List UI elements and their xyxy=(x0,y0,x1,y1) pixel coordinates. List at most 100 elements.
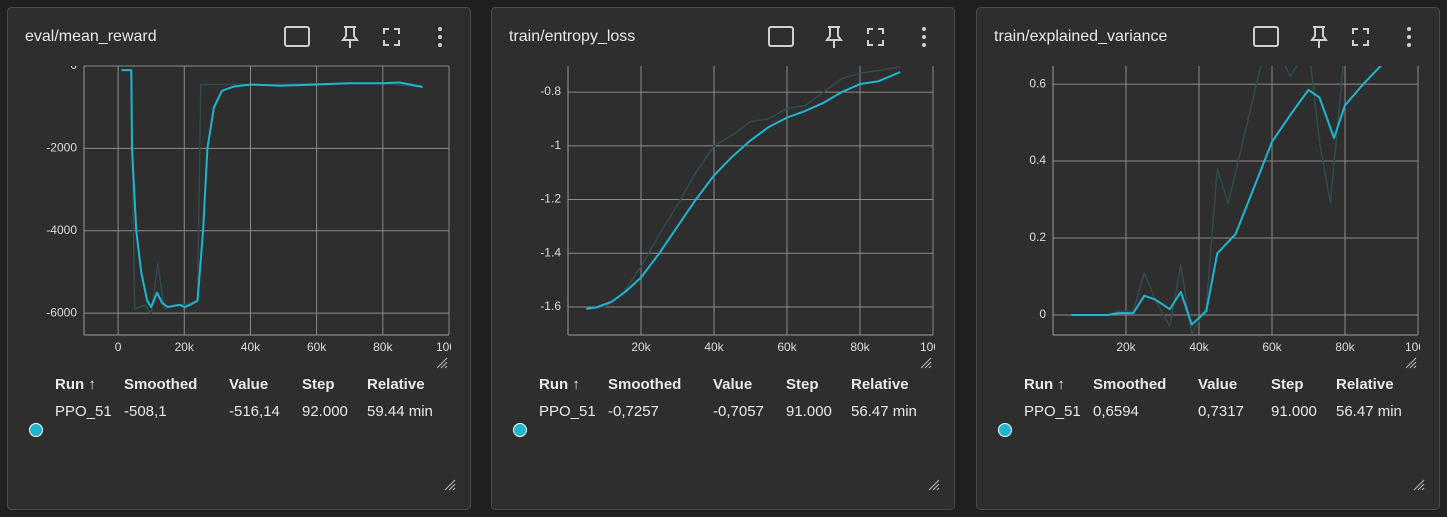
table-cell: 91.000 xyxy=(786,403,832,420)
menu-dot[interactable] xyxy=(1407,35,1411,39)
table-cell: 56.47 min xyxy=(851,403,917,420)
card-bg xyxy=(7,7,471,510)
run-color-dot xyxy=(513,423,527,437)
menu-dot[interactable] xyxy=(922,35,926,39)
resize-line xyxy=(1413,479,1425,491)
y-tick-label: 0 xyxy=(70,58,77,72)
resize-handle xyxy=(444,479,456,491)
x-tick-label: 80k xyxy=(1335,340,1355,354)
x-tick-label: 20k xyxy=(631,340,651,354)
pin-icon[interactable] xyxy=(825,26,843,48)
table-header: Relative xyxy=(851,376,909,393)
table-header: Value xyxy=(229,376,268,393)
menu-dot[interactable] xyxy=(438,35,442,39)
table-header: Step xyxy=(1271,376,1304,393)
run-color-dot xyxy=(29,423,43,437)
table-header: Value xyxy=(713,376,752,393)
menu-dot[interactable] xyxy=(438,43,442,47)
series-line xyxy=(586,71,901,310)
table-cell: PPO_51 xyxy=(1024,403,1081,420)
grid xyxy=(568,66,934,335)
table-cell: -0,7257 xyxy=(608,403,659,420)
table-header: Run ↑ xyxy=(1024,376,1065,393)
table-cell: 56.47 min xyxy=(1336,403,1402,420)
table-cell: -516,14 xyxy=(229,403,280,420)
table-header: Relative xyxy=(1336,376,1394,393)
table-cell: 0,6594 xyxy=(1093,403,1139,420)
menu-dot[interactable] xyxy=(438,27,442,31)
table-cell: 0,7317 xyxy=(1198,403,1244,420)
x-tick-label: 60k xyxy=(777,340,797,354)
table-header: Value xyxy=(1198,376,1237,393)
menu-dot[interactable] xyxy=(1407,43,1411,47)
series-line xyxy=(1071,66,1344,335)
fullscreen-icon[interactable] xyxy=(383,28,400,46)
table-cell: PPO_51 xyxy=(539,403,596,420)
table-cell: 59.44 min xyxy=(367,403,433,420)
resize-line xyxy=(932,483,940,491)
resize-line xyxy=(440,361,448,369)
x-tick-label: 80k xyxy=(373,340,393,354)
x-tick-label: 60k xyxy=(1262,340,1282,354)
fit-icon[interactable] xyxy=(284,26,310,47)
toolbar xyxy=(284,26,400,48)
y-tick-label: -4000 xyxy=(46,223,77,237)
grid xyxy=(84,65,450,335)
table-header: Step xyxy=(786,376,819,393)
resize-line xyxy=(920,357,932,369)
x-tick-label: 80k xyxy=(850,340,870,354)
fullscreen-icon[interactable] xyxy=(1352,28,1369,46)
card-bg xyxy=(976,7,1440,510)
y-tick-label: 0.2 xyxy=(1029,230,1046,244)
fit-icon[interactable] xyxy=(1253,26,1279,47)
y-tick-label: -1.4 xyxy=(540,245,561,259)
resize-line xyxy=(928,479,940,491)
x-tick-label: 60k xyxy=(307,340,327,354)
x-tick-label: 0 xyxy=(115,340,122,354)
x-tick-label: 40k xyxy=(241,340,261,354)
y-tick-label: -1 xyxy=(550,138,561,152)
x-tick-label: 20k xyxy=(1116,340,1136,354)
y-tick-label: 0.4 xyxy=(1029,153,1046,167)
y-tick-label: -2000 xyxy=(46,141,77,155)
y-tick-label: -6000 xyxy=(46,305,77,319)
x-tick-label: 100k xyxy=(1405,340,1432,354)
y-tick-label: -1.2 xyxy=(540,192,561,206)
chart-title: eval/mean_reward xyxy=(25,28,157,45)
menu-dot[interactable] xyxy=(922,43,926,47)
resize-handle xyxy=(928,479,940,491)
resize-line xyxy=(1405,357,1417,369)
resize-handle xyxy=(1413,479,1425,491)
series-line xyxy=(121,69,423,308)
table-cell: PPO_51 xyxy=(55,403,112,420)
table-cell: 91.000 xyxy=(1271,403,1317,420)
resize-line xyxy=(444,479,456,491)
fullscreen-icon[interactable] xyxy=(867,28,884,46)
y-tick-label: -0.8 xyxy=(540,84,561,98)
resize-handle xyxy=(436,357,448,369)
menu-dot[interactable] xyxy=(922,27,926,31)
series-line xyxy=(586,66,901,310)
x-tick-label: 100k xyxy=(920,340,947,354)
table-header: Smoothed xyxy=(608,376,681,393)
fit-icon[interactable] xyxy=(768,26,794,47)
y-tick-label: 0.6 xyxy=(1029,76,1046,90)
resize-line xyxy=(452,487,456,491)
grid xyxy=(1053,66,1419,335)
resize-line xyxy=(444,365,448,369)
table-header: Step xyxy=(302,376,335,393)
run-color-dot xyxy=(998,423,1012,437)
resize-line xyxy=(436,357,448,369)
table-header: Run ↑ xyxy=(55,376,96,393)
chart-title: train/explained_variance xyxy=(994,28,1168,45)
pin-icon[interactable] xyxy=(341,26,359,48)
x-tick-label: 20k xyxy=(175,340,195,354)
menu-dot[interactable] xyxy=(1407,27,1411,31)
resize-line xyxy=(928,365,932,369)
resize-line xyxy=(1409,361,1417,369)
x-tick-label: 40k xyxy=(1189,340,1209,354)
table-cell: -508,1 xyxy=(124,403,167,420)
pin-icon[interactable] xyxy=(1310,26,1328,48)
table-cell: -0,7057 xyxy=(713,403,764,420)
